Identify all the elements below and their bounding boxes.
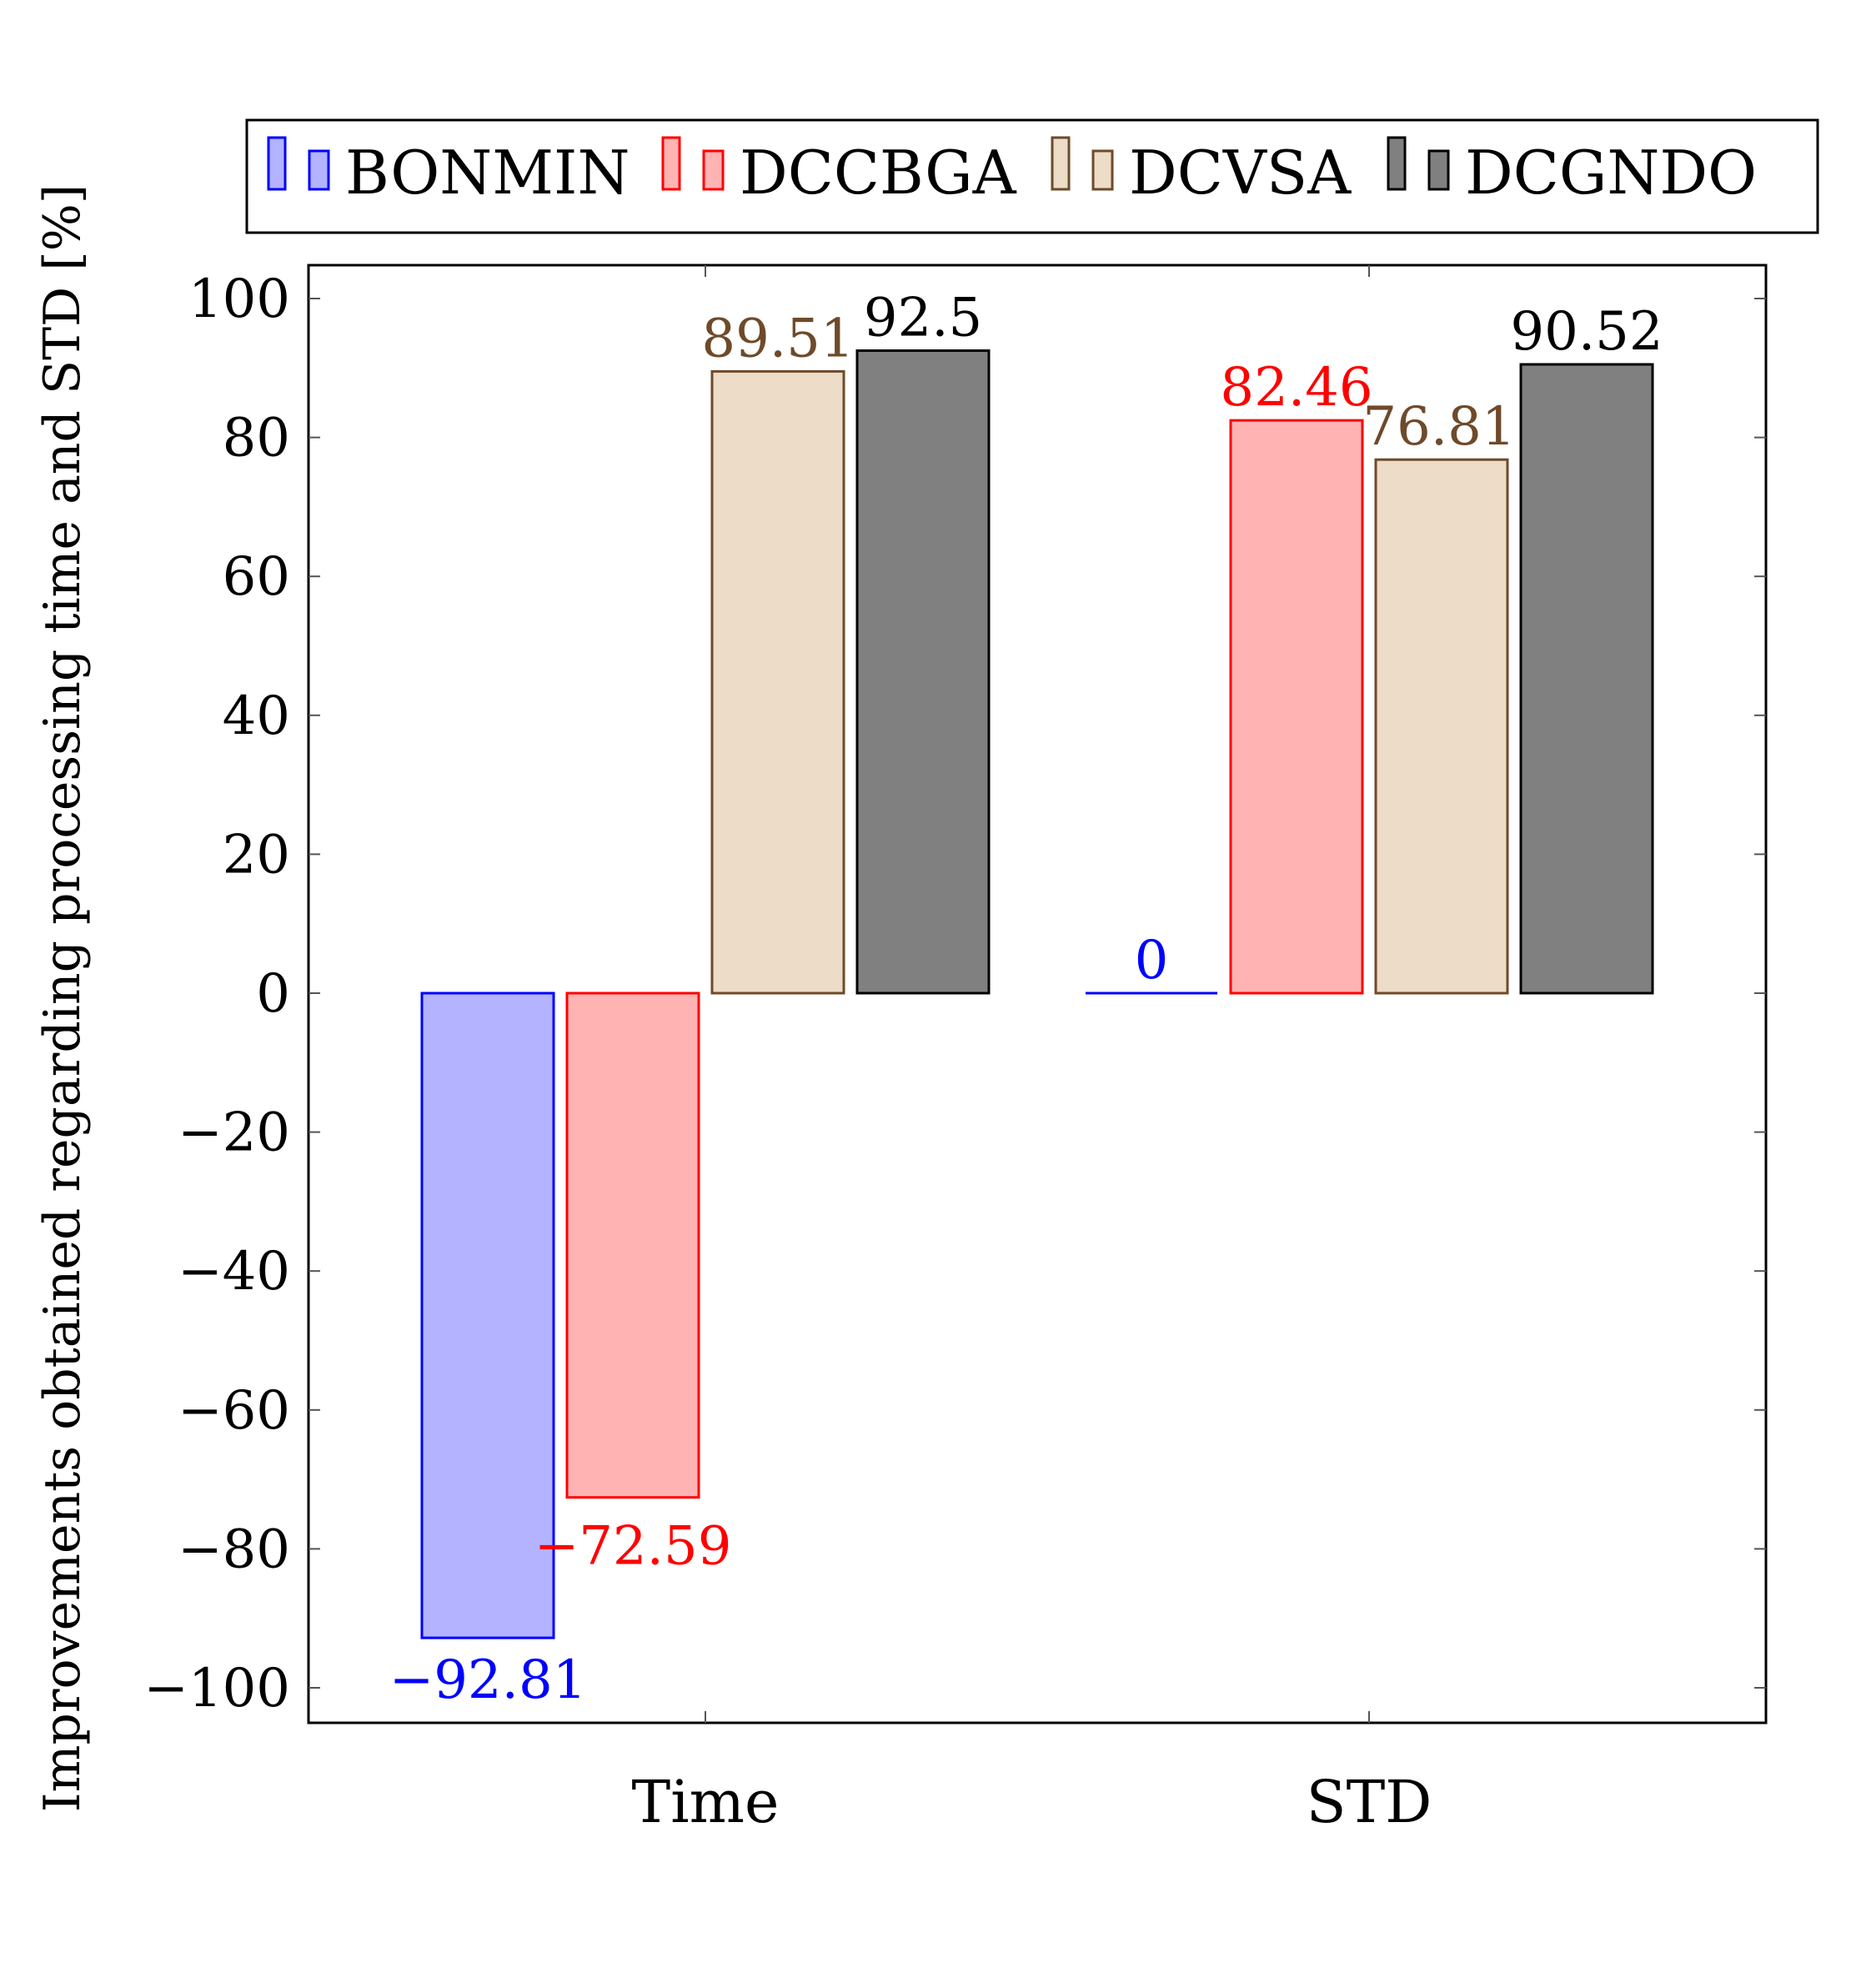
legend-swatch bbox=[1387, 136, 1407, 191]
bar-dcgndo bbox=[1519, 363, 1654, 995]
data-label: 76.81 bbox=[1362, 396, 1515, 458]
bar-dcvsa bbox=[710, 369, 845, 995]
data-label: 92.5 bbox=[864, 287, 983, 349]
bar-dcgndo bbox=[855, 349, 991, 995]
legend: BONMIN DCCBGA DCVSA DCGNDO bbox=[245, 118, 1819, 234]
y-tick-label: −100 bbox=[143, 1658, 290, 1719]
y-tick-label: −20 bbox=[178, 1102, 290, 1164]
y-tick-label: 100 bbox=[188, 269, 290, 330]
plot-area: 100 80 60 40 20 0 −20 −40 −60 −80 −100 Time STD −92.8… bbox=[143, 264, 1768, 1836]
legend-swatch-bar bbox=[702, 149, 725, 191]
data-label: −92.81 bbox=[389, 1649, 587, 1711]
legend-label: DCVSA bbox=[1129, 138, 1352, 208]
legend-label: BONMIN bbox=[345, 138, 630, 208]
legend-box bbox=[245, 118, 1819, 234]
legend-swatch-bar bbox=[308, 149, 330, 191]
data-label: 0 bbox=[1135, 930, 1169, 991]
legend-label: DCCBGA bbox=[740, 138, 1017, 208]
bar-bonmin bbox=[420, 991, 555, 1639]
y-tick-label: 80 bbox=[223, 408, 290, 469]
legend-swatch bbox=[1051, 136, 1071, 191]
bar-dccbga bbox=[565, 991, 700, 1499]
x-tick-label: Time bbox=[632, 1768, 780, 1836]
legend-swatch bbox=[661, 136, 681, 191]
y-tick-label: 40 bbox=[223, 685, 290, 747]
data-label: 82.46 bbox=[1220, 357, 1372, 419]
legend-swatch bbox=[267, 136, 287, 191]
legend-swatch-bar bbox=[1427, 149, 1450, 191]
data-label: −72.59 bbox=[534, 1516, 732, 1578]
y-tick-label: −80 bbox=[178, 1519, 290, 1580]
data-label: 90.52 bbox=[1510, 301, 1663, 363]
legend-label: DCGNDO bbox=[1465, 138, 1757, 208]
x-tick-label: STD bbox=[1307, 1768, 1432, 1836]
y-tick-label: 0 bbox=[256, 963, 290, 1025]
y-tick-label: −60 bbox=[178, 1380, 290, 1442]
y-axis-label: Improvements obtained regarding processi… bbox=[33, 184, 92, 1812]
data-label: 89.51 bbox=[701, 308, 854, 369]
y-tick-label: 60 bbox=[223, 546, 290, 608]
bar-dcvsa bbox=[1374, 458, 1509, 995]
y-tick-label: 20 bbox=[223, 824, 290, 886]
y-tick-label: −40 bbox=[178, 1241, 290, 1303]
bar-dccbga bbox=[1229, 419, 1364, 995]
legend-swatch-bar bbox=[1091, 149, 1114, 191]
